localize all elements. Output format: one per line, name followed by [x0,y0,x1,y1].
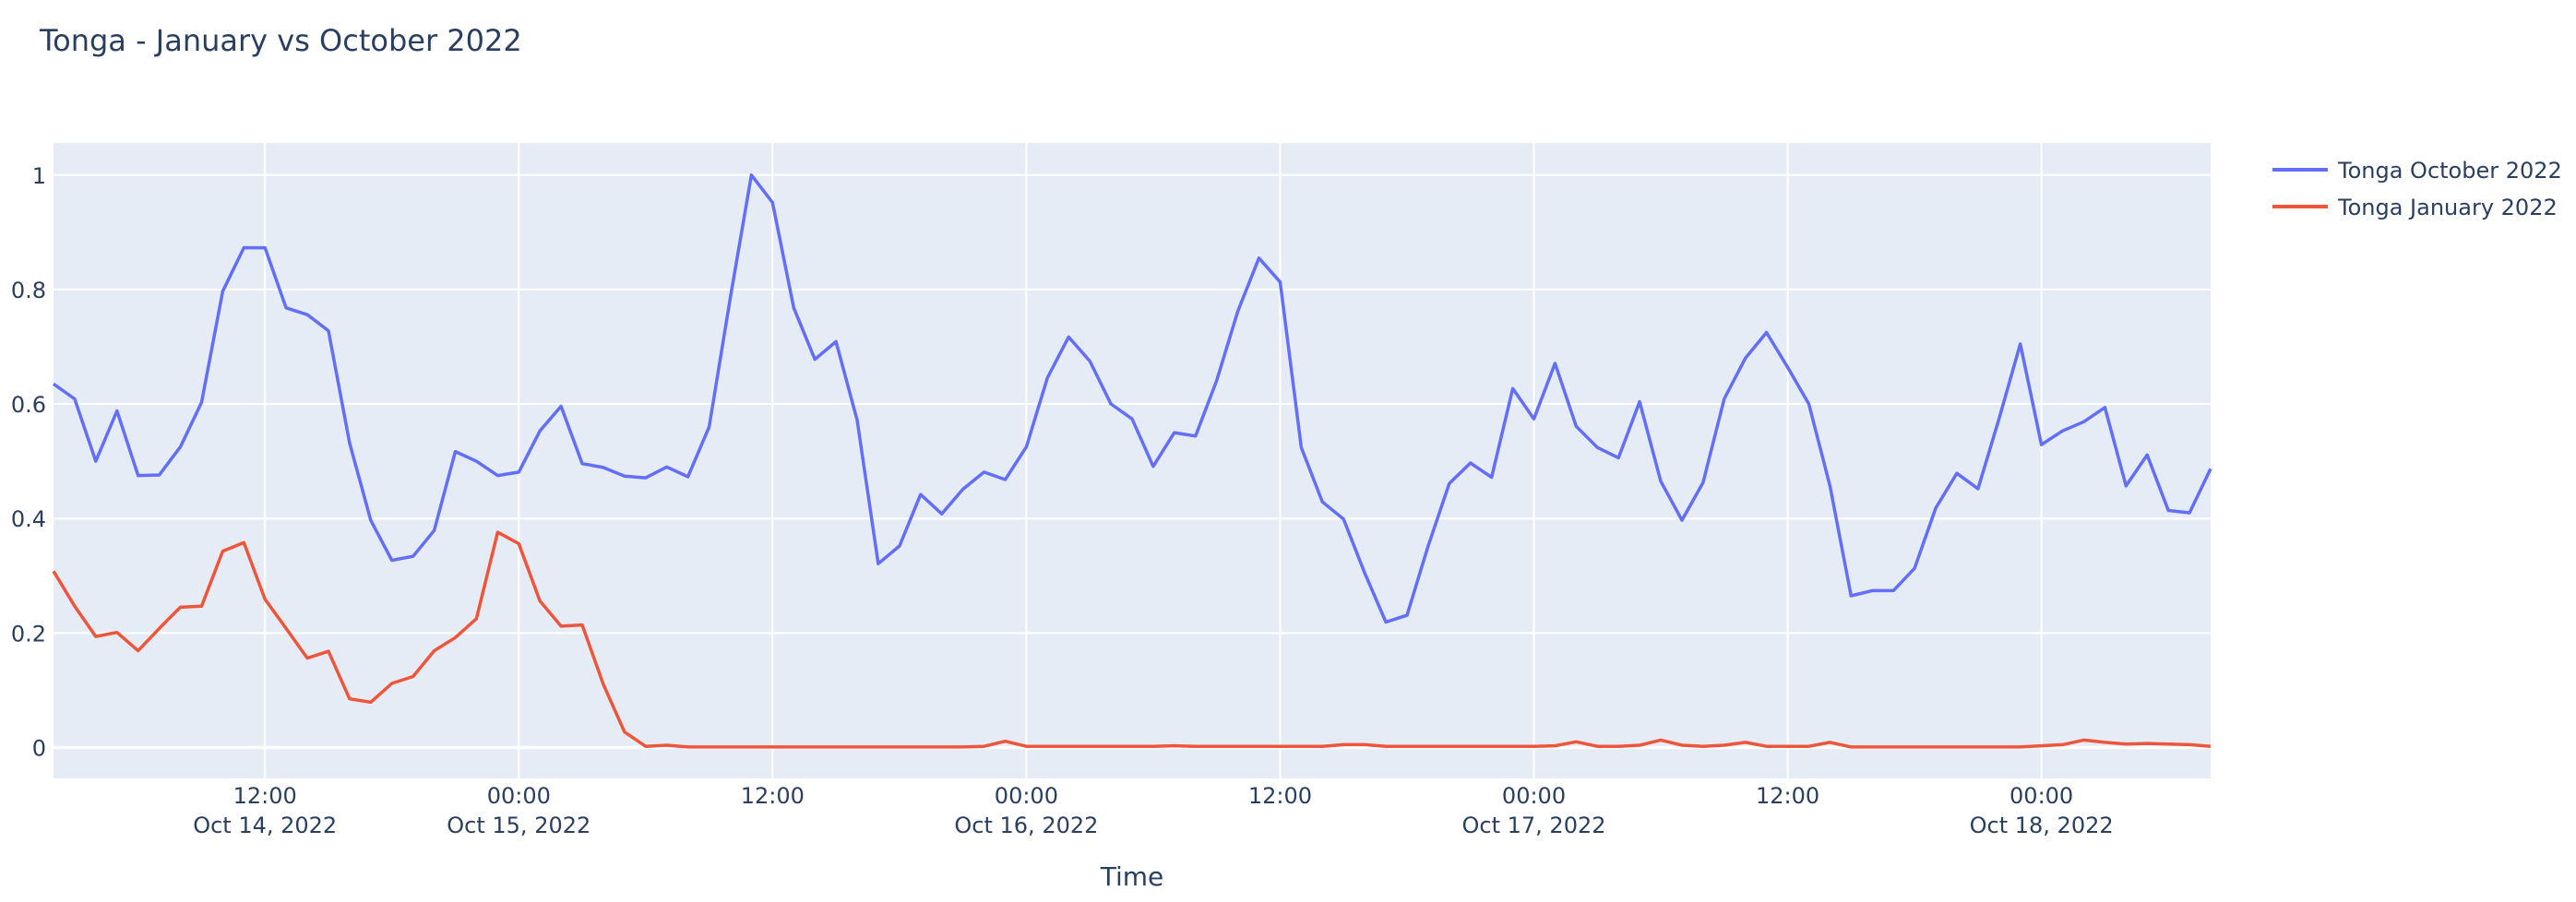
legend-item[interactable]: Tonga October 2022 [2272,158,2562,184]
x-tick-date-label: Oct 17, 2022 [1462,813,1606,838]
plot-area[interactable] [54,143,2211,778]
series-line-october [52,173,2212,624]
x-axis-title: Time [1100,861,1164,892]
x-tick-label: 12:00 [1248,783,1312,809]
legend: Tonga October 2022 Tonga January 2022 [2272,158,2562,220]
y-tick-label: 1 [32,163,46,189]
legend-label: Tonga January 2022 [2337,195,2558,220]
x-tick-date-label: Oct 15, 2022 [447,813,590,838]
x-axis-ticks: 12:00 Oct 14, 2022 00:00 Oct 15, 2022 12:00 0… [193,783,2113,838]
y-tick-label: 0.4 [11,506,46,532]
gridlines [54,143,2211,778]
x-tick-label: 00:00 [487,783,551,809]
y-tick-label: 0.8 [11,278,46,303]
x-tick-date-label: Oct 18, 2022 [1970,813,2114,838]
y-axis-ticks: 0 0.2 0.4 0.6 0.8 1 [11,163,46,762]
y-tick-label: 0 [32,735,46,761]
series-lines [52,173,2212,749]
x-tick-label: 00:00 [1502,783,1566,809]
x-tick-label: 12:00 [233,783,297,809]
x-tick-label: 12:00 [741,783,805,809]
x-tick-label: 00:00 [995,783,1058,809]
y-tick-label: 0.2 [11,621,46,647]
y-tick-label: 0.6 [11,392,46,418]
legend-label: Tonga October 2022 [2337,158,2562,184]
chart-title: Tonga - January vs October 2022 [39,23,522,58]
x-tick-label: 12:00 [1756,783,1819,809]
series-line-january [52,530,2212,749]
x-tick-label: 00:00 [2010,783,2073,809]
x-tick-date-label: Oct 14, 2022 [193,813,337,838]
legend-item[interactable]: Tonga January 2022 [2272,195,2558,220]
x-tick-date-label: Oct 16, 2022 [954,813,1098,838]
